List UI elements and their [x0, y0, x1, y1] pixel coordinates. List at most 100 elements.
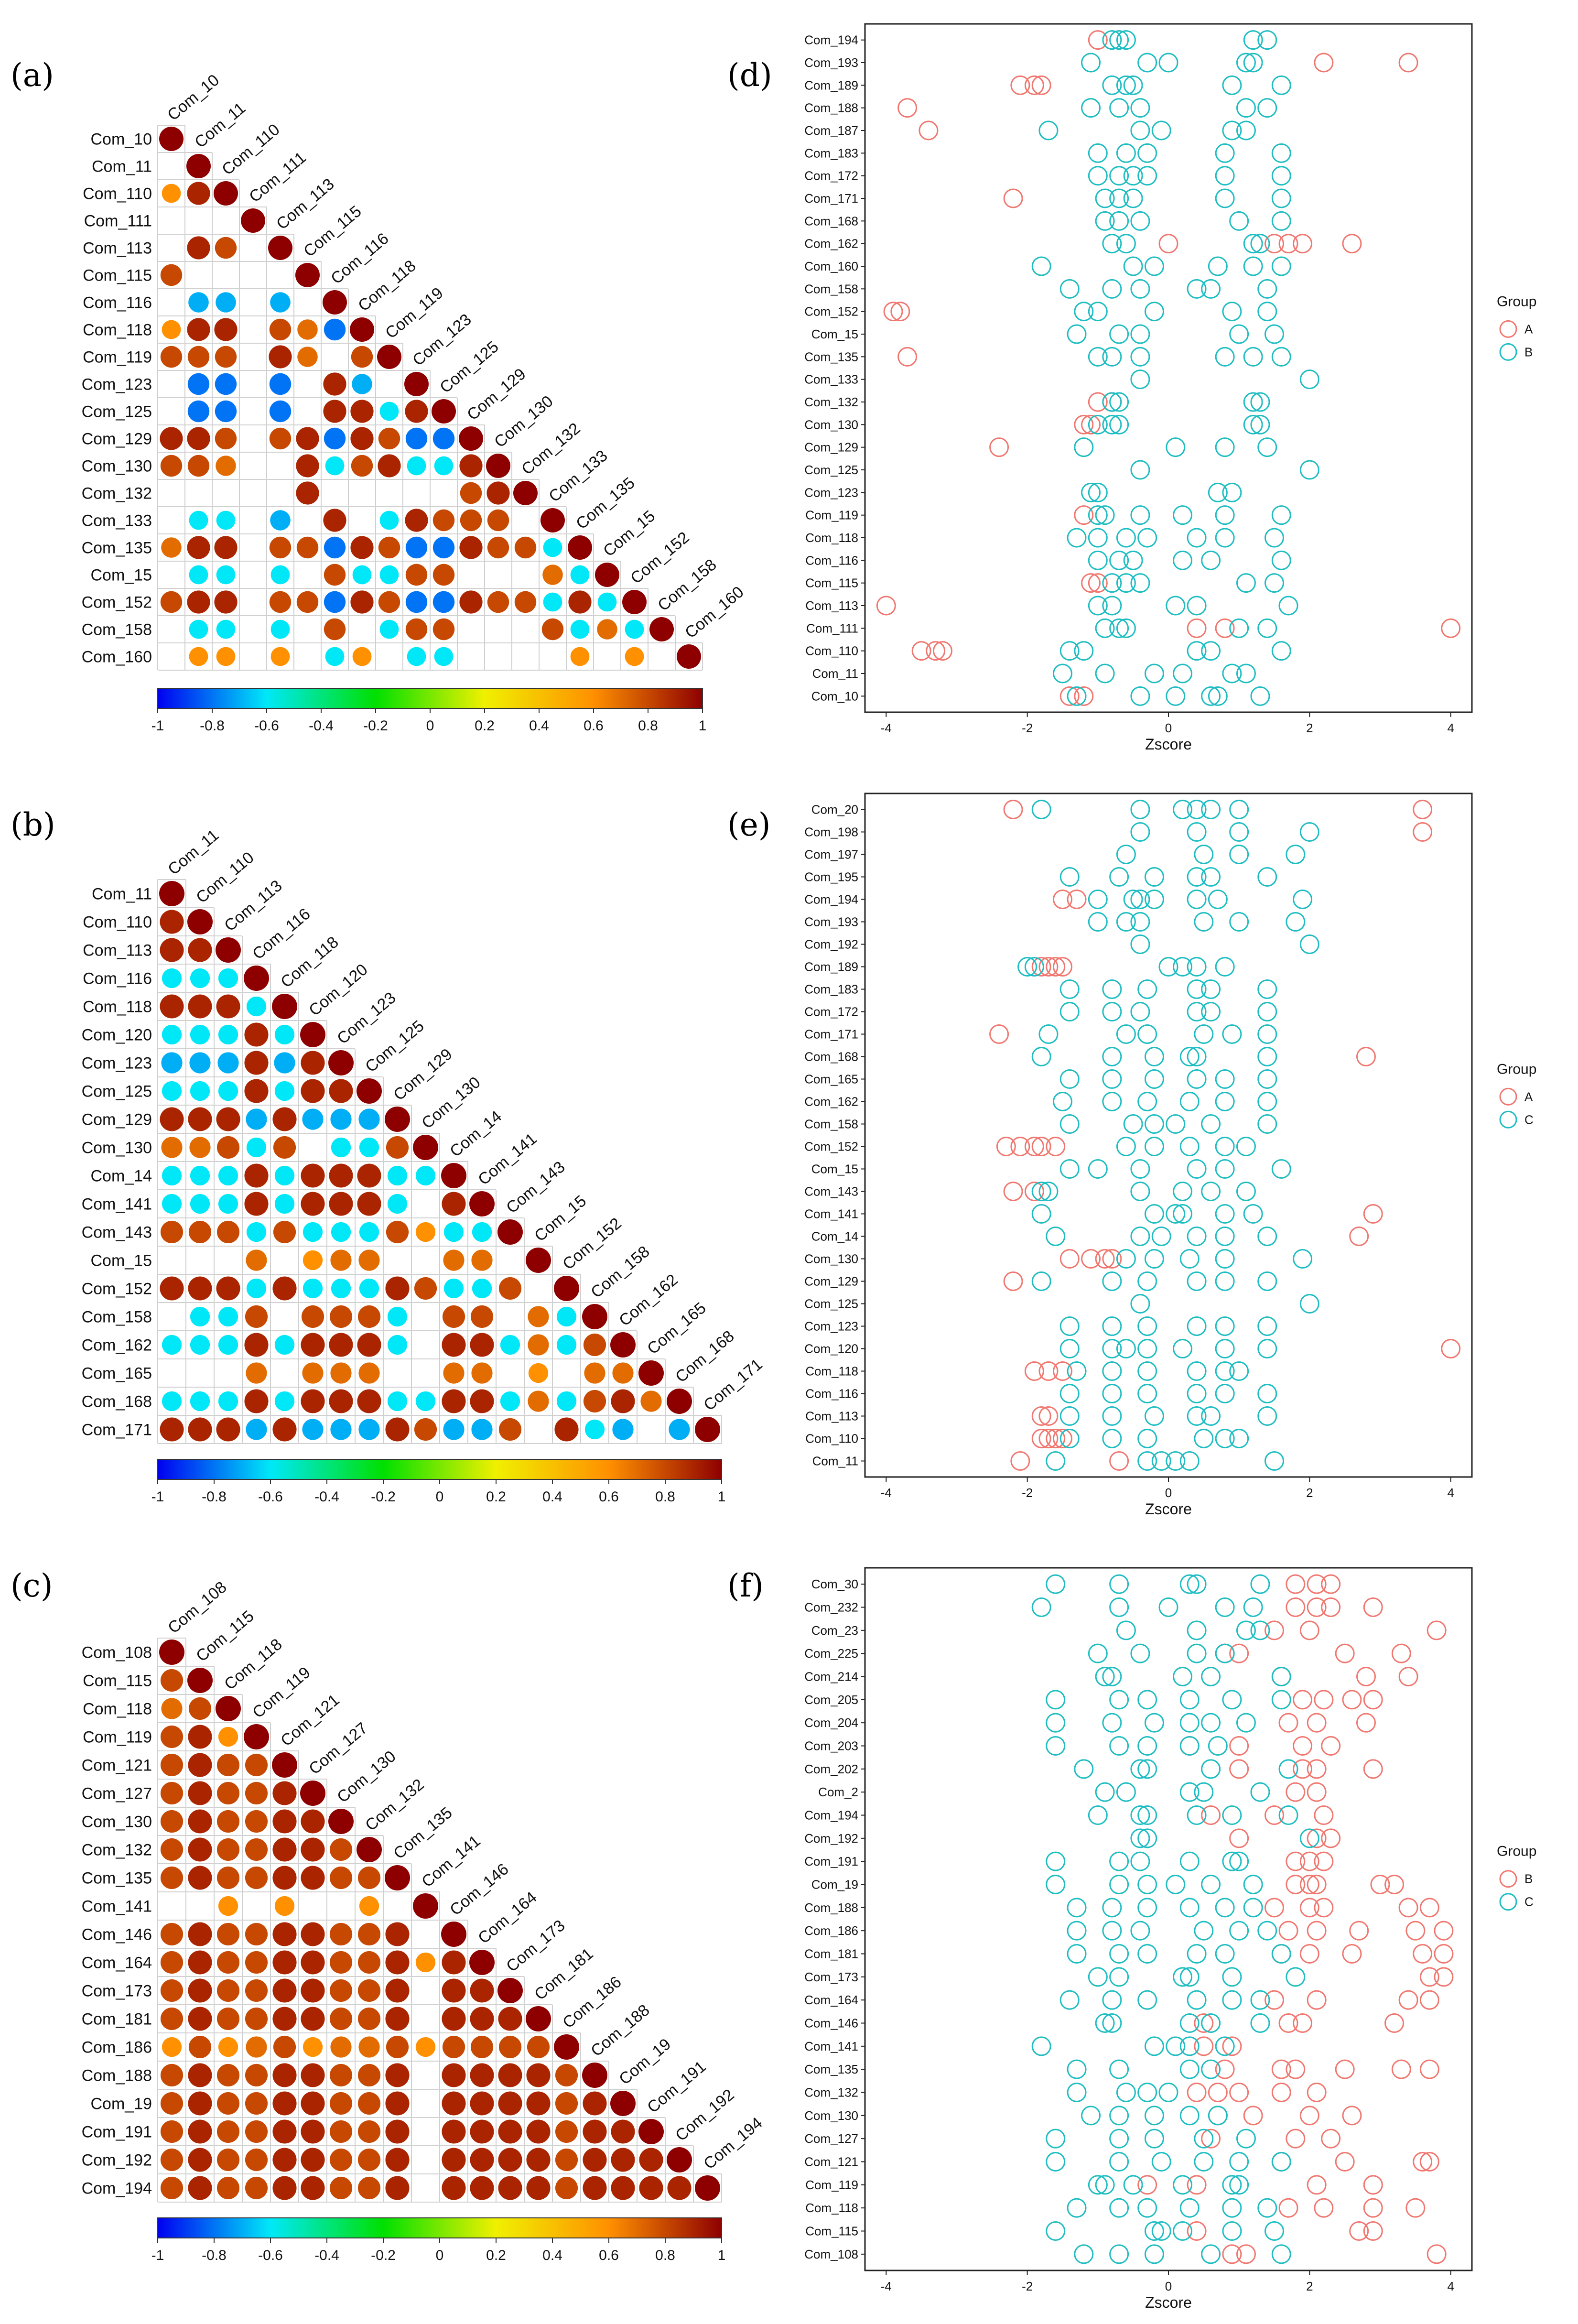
correlation-circle	[695, 1417, 720, 1442]
row-label: Com_14	[90, 1167, 152, 1185]
y-tick-label: Com_162	[804, 237, 858, 251]
data-point	[1222, 482, 1242, 502]
data-point	[1201, 641, 1221, 661]
data-point	[1031, 1204, 1051, 1224]
y-tick-label: Com_183	[804, 982, 858, 997]
correlation-circle	[357, 1078, 382, 1104]
data-point	[1187, 979, 1207, 999]
correlation-circle	[244, 1192, 269, 1216]
data-point	[1250, 414, 1270, 434]
data-point	[1257, 1047, 1277, 1066]
data-point	[1130, 1851, 1150, 1871]
data-point	[1434, 1967, 1454, 1987]
data-point	[1144, 1137, 1164, 1156]
correlation-circle	[245, 1753, 268, 1777]
data-point	[1130, 324, 1150, 344]
data-point	[1208, 1736, 1228, 1756]
correlation-circle	[270, 619, 290, 639]
correlation-circle	[667, 2176, 692, 2200]
data-point	[1059, 279, 1080, 299]
data-point	[1046, 1227, 1066, 1246]
data-point	[1250, 2013, 1270, 2033]
y-tick-label: Com_132	[804, 395, 858, 409]
correlation-circle	[215, 373, 237, 395]
y-tick-label: Com_171	[804, 1027, 858, 1042]
data-point	[1243, 1898, 1263, 1918]
data-point	[1179, 2106, 1200, 2126]
x-tick-label: 4	[1447, 2279, 1454, 2293]
data-point	[1271, 505, 1291, 525]
correlation-circle	[187, 318, 210, 341]
data-point	[1194, 1921, 1214, 1941]
data-point	[1102, 30, 1122, 50]
colorbar-tick-label: -1	[151, 718, 164, 734]
correlation-circle	[216, 937, 241, 963]
diagonal-label: Com_19	[616, 2035, 674, 2088]
y-tick-label: Com_214	[804, 1670, 858, 1684]
data-point	[1286, 912, 1306, 932]
data-point	[1123, 1114, 1143, 1134]
row-label: Com_158	[82, 621, 152, 639]
data-point	[1102, 979, 1122, 999]
correlation-circle	[160, 1669, 184, 1692]
data-point	[1059, 686, 1080, 706]
data-point	[1187, 1944, 1207, 1964]
data-point	[1398, 1990, 1418, 2010]
data-point	[1137, 1384, 1157, 1403]
panel-b: (b) Com_11Com_11Com_110Com_110Com_113Com…	[11, 806, 766, 1505]
data-point	[1102, 414, 1122, 434]
data-point	[1144, 2106, 1164, 2126]
diagonal-label: Com_11	[191, 99, 249, 152]
data-point	[1046, 2221, 1066, 2241]
data-point	[1109, 1851, 1129, 1871]
data-point	[1286, 2059, 1306, 2079]
data-point	[1271, 2152, 1291, 2172]
correlation-circle	[296, 427, 319, 450]
data-point	[1265, 1898, 1285, 1918]
data-point	[1046, 1429, 1066, 1448]
correlation-circle	[330, 2036, 352, 2058]
data-point	[1088, 1643, 1108, 1663]
colorbar	[157, 688, 703, 709]
correlation-circle	[216, 1107, 240, 1131]
data-point	[1123, 75, 1143, 95]
correlation-circle	[432, 399, 456, 424]
correlation-circle	[272, 2007, 297, 2031]
correlation-circle	[272, 1107, 297, 1131]
y-tick-label: Com_141	[804, 2039, 858, 2053]
data-point	[1130, 800, 1150, 819]
data-point	[1116, 573, 1136, 593]
data-point	[1116, 1620, 1136, 1640]
diagonal-label: Com_194	[700, 2114, 766, 2173]
correlation-circle	[160, 1781, 184, 1805]
correlation-circle	[486, 454, 510, 478]
correlation-circle	[269, 536, 292, 559]
correlation-circle	[487, 509, 509, 532]
correlation-circle	[216, 456, 236, 476]
data-point	[1307, 1990, 1327, 2010]
correlation-circle	[527, 2035, 550, 2059]
data-point	[1130, 98, 1150, 118]
correlation-circle	[357, 2120, 381, 2143]
correlation-circle	[568, 590, 592, 614]
data-point	[1201, 1875, 1221, 1894]
y-tick-label: Com_193	[804, 915, 858, 929]
correlation-circle	[190, 1194, 210, 1214]
data-point	[1257, 1024, 1277, 1044]
correlation-circle	[188, 1978, 212, 2003]
correlation-circle	[443, 1278, 464, 1299]
correlation-circle	[161, 1137, 183, 1158]
row-label: Com_125	[82, 403, 152, 421]
correlation-circle	[245, 1810, 268, 1833]
correlation-circle	[357, 2092, 381, 2115]
data-point	[996, 1137, 1016, 1156]
data-point	[1179, 1690, 1200, 1710]
correlation-circle	[378, 536, 400, 559]
correlation-circle	[584, 1419, 605, 1440]
row-label: Com_15	[90, 1252, 152, 1270]
data-point	[1243, 1597, 1263, 1617]
colorbar-tick-label: -0.8	[202, 2248, 227, 2263]
data-point	[1179, 1451, 1200, 1471]
correlation-circle	[610, 2091, 636, 2116]
data-point	[1173, 2175, 1193, 2195]
